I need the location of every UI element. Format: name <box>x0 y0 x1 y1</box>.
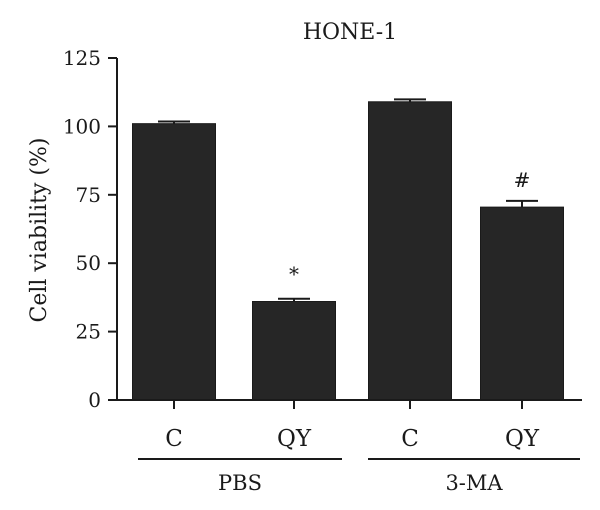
bars: *# <box>132 98 564 401</box>
y-tick-label: 100 <box>63 114 101 138</box>
y-tick-label: 50 <box>76 251 101 275</box>
y-axis: 0 25 50 75 100 125 <box>63 46 118 412</box>
y-tick-label: 125 <box>63 46 101 70</box>
group-label: PBS <box>218 471 262 495</box>
bar <box>132 123 216 401</box>
category-label: C <box>165 426 183 452</box>
category-label: QY <box>505 426 540 452</box>
x-axis: C QY C QY PBS 3-MA <box>117 399 582 495</box>
y-axis-label: Cell viability (%) <box>27 137 52 322</box>
y-tick-label: 0 <box>88 388 101 412</box>
significance-marker: * <box>289 262 299 286</box>
significance-marker: # <box>514 168 531 192</box>
group-label: 3-MA <box>445 471 503 495</box>
category-label: QY <box>277 426 312 452</box>
category-label: C <box>401 426 419 452</box>
bar <box>480 206 564 401</box>
y-tick-label: 25 <box>76 320 101 344</box>
chart-title: HONE-1 <box>303 20 397 45</box>
y-tick-label: 75 <box>76 183 101 207</box>
bar <box>368 101 452 401</box>
bar <box>252 301 336 401</box>
